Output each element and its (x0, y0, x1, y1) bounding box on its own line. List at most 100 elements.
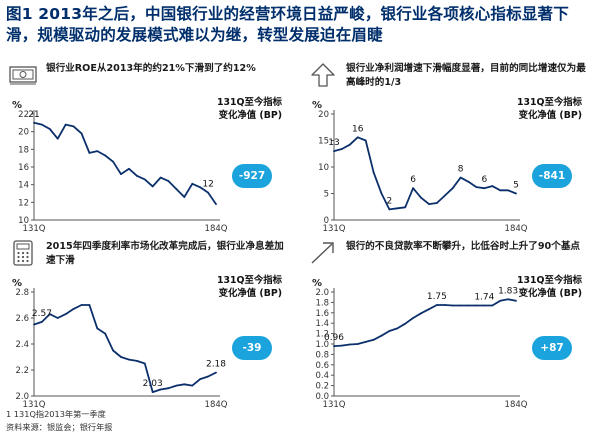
footnote-quarter: 1 131Q指2013年第一季度 (6, 409, 106, 419)
data-point (333, 345, 335, 347)
data-point (467, 180, 470, 183)
panel-header: 2015年四季度利率市场化改革完成后，银行业净息差加速下滑 (6, 240, 294, 272)
data-point (183, 383, 186, 386)
x-tick-label: 131Q (23, 400, 46, 410)
data-point (396, 207, 399, 210)
data-label: 1.74 (474, 293, 494, 303)
y-tick-label: 2.8 (15, 288, 29, 298)
y-unit-label: % (312, 278, 322, 289)
y-tick-label: 16 (18, 163, 29, 173)
y-unit-label: % (12, 100, 22, 111)
data-point (143, 362, 146, 365)
data-label: 5 (513, 181, 519, 191)
data-point (151, 185, 154, 188)
data-point (412, 317, 415, 319)
data-point (428, 203, 430, 205)
calculator-icon (13, 240, 33, 266)
data-point (507, 298, 509, 301)
data-point (112, 349, 115, 352)
data-point (33, 323, 35, 326)
basis-label: 131Q至今指标 变化净值 (BP) (216, 97, 282, 121)
data-point (199, 186, 202, 189)
y-tick-label: 0.4 (315, 371, 329, 381)
data-label: 2.18 (206, 360, 226, 370)
data-point (380, 334, 383, 337)
data-point (515, 192, 517, 195)
data-point (120, 173, 122, 175)
data-point (475, 304, 478, 307)
series-line (33, 121, 217, 205)
y-tick-label: 15 (318, 137, 329, 147)
data-point (356, 343, 359, 345)
y-tick-label: 20 (318, 110, 329, 120)
data-point (48, 128, 51, 130)
data-point (356, 136, 359, 139)
data-label: 0.96 (324, 333, 344, 343)
data-point (88, 151, 91, 154)
panel-caption: 银行业ROE从2013年的约21%下滑到了约12% (46, 63, 256, 74)
data-point (159, 388, 162, 391)
x-tick-label: 184Q (205, 224, 228, 234)
y-tick-label: 22 (18, 110, 29, 120)
data-point (135, 174, 138, 177)
y-tick-label: 0.6 (315, 361, 329, 371)
data-point (388, 208, 391, 211)
data-point (396, 327, 399, 330)
data-point (159, 176, 162, 179)
data-point (451, 304, 454, 307)
data-point (135, 360, 138, 362)
data-label: 12 (202, 180, 213, 190)
data-point (183, 196, 186, 198)
data-label: 13 (328, 138, 339, 148)
panel-header: 银行业ROE从2013年的约21%下滑到了约12% (6, 62, 294, 94)
data-point (435, 304, 438, 306)
x-tick-label: 184Q (505, 224, 528, 234)
panel-npl: 银行的不良贷款率不断攀升，比低谷时上升了90个基点 % 0.0 0.2 0.4 0.6 0… (306, 240, 594, 410)
data-point (175, 384, 178, 387)
data-point (443, 304, 446, 306)
panel-caption: 银行业净利润增速下滑幅度显著，目前的同比增速仅为最高峰时的1/3 (346, 63, 586, 88)
data-point (64, 123, 67, 126)
data-point (404, 322, 407, 325)
chart-profit-growth: % 0 5 10 15 20 131Q 184Q 13 16 2 6 8 6 5 (312, 100, 528, 234)
data-point (459, 304, 462, 307)
y-unit-label: % (12, 278, 22, 289)
basis-label: 131Q至今指标 变化净值 (BP) (516, 97, 582, 121)
y-tick-label: 2.0 (315, 288, 329, 298)
y-tick-label: 0.0 (315, 392, 329, 402)
y-tick-label: 1.4 (315, 319, 329, 329)
data-label: 2 (387, 196, 393, 206)
y-tick-label: 2.0 (15, 392, 29, 402)
change-badge: -841 (532, 164, 572, 188)
x-tick-label: 184Q (505, 400, 528, 410)
data-point (215, 203, 217, 205)
x-tick-label: 131Q (323, 400, 346, 410)
data-point (96, 327, 99, 330)
panel-header: 银行的不良贷款率不断攀升，比低谷时上升了90个基点 (306, 240, 594, 272)
y-tick-label: 0.2 (315, 382, 329, 392)
data-point (348, 343, 351, 346)
data-point (372, 171, 375, 174)
y-tick-label: 2.2 (15, 366, 29, 376)
data-point (41, 321, 43, 323)
data-point (341, 344, 343, 347)
data-point (143, 178, 146, 181)
x-tick-label: 184Q (205, 400, 228, 410)
data-point (48, 313, 51, 315)
data-label: 1.75 (427, 292, 447, 302)
data-point (88, 304, 91, 306)
data-label: 21 (28, 110, 39, 120)
data-point (167, 180, 170, 183)
data-point (467, 304, 470, 307)
data-point (483, 304, 486, 307)
data-point (443, 194, 446, 197)
series-line (33, 304, 217, 393)
y-tick-label: 20 (18, 128, 29, 138)
change-badge: -39 (232, 336, 272, 360)
series-line (333, 298, 517, 347)
data-point (167, 387, 170, 390)
data-point (459, 176, 462, 179)
data-point (491, 185, 494, 187)
data-label: 6 (410, 175, 416, 185)
y-tick-label: 0.8 (315, 350, 329, 360)
